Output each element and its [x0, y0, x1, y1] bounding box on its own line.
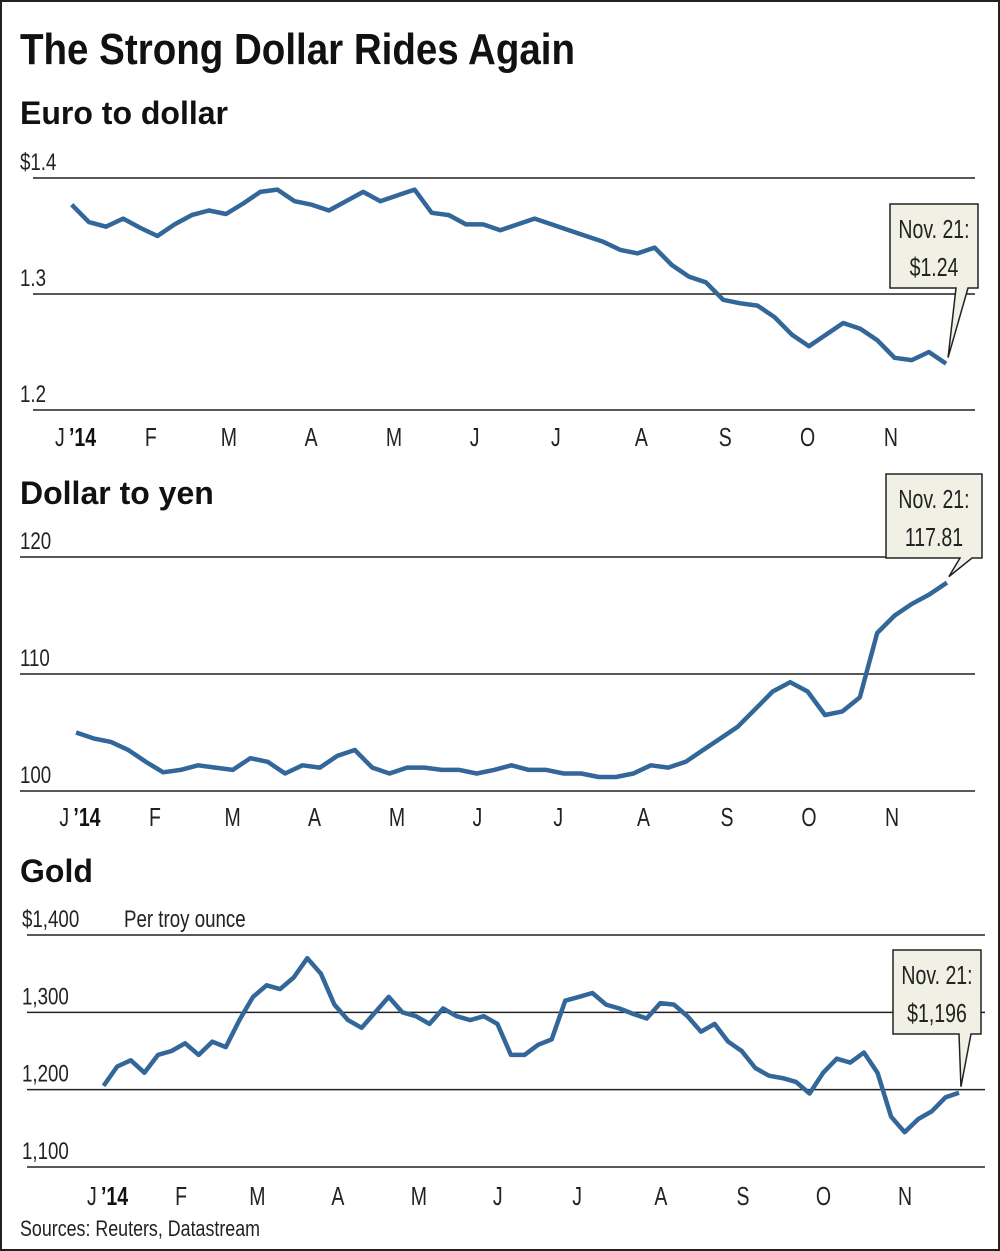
y-tick-label: $1,400: [22, 906, 79, 933]
callout-box: [892, 949, 982, 1087]
x-tick-label: N: [885, 802, 899, 831]
panel-title: Dollar to yen: [20, 475, 214, 511]
source-note: Sources: Reuters, Datastream: [20, 1216, 260, 1241]
x-tick-label: J: [551, 422, 561, 451]
y-tick-label: $1.4: [20, 149, 56, 176]
callout-box: [889, 203, 979, 358]
x-tick-label: M: [249, 1181, 265, 1210]
x-tick-label: A: [331, 1181, 345, 1210]
x-tick-label: F: [145, 422, 157, 451]
panel-title: Euro to dollar: [20, 95, 228, 131]
callout-date: Nov. 21:: [898, 214, 969, 243]
callout-value: 117.81: [905, 522, 963, 551]
callout-value: $1.24: [910, 252, 959, 281]
series-line: [101, 955, 960, 1135]
panel-subtitle: Per troy ounce: [124, 906, 246, 933]
x-tick-label: S: [736, 1181, 749, 1210]
x-tick-label: O: [816, 1181, 831, 1210]
callout-box: [885, 473, 983, 578]
x-tick-label: M: [386, 422, 402, 451]
x-tick-label: A: [635, 422, 649, 451]
x-tick-label: S: [719, 422, 732, 451]
panel-gold: Gold 1,100 1,200 1,300 $1,400 Per troy ounce J…: [20, 853, 985, 1211]
y-tick-label: 1,100: [22, 1138, 69, 1165]
series-line: [70, 187, 948, 366]
x-tick-label: S: [721, 802, 734, 831]
x-tick-label: J: [59, 802, 69, 831]
x-tick-label: N: [884, 422, 898, 451]
y-tick-label: 110: [20, 645, 50, 672]
x-tick-label: N: [898, 1181, 912, 1210]
main-title: The Strong Dollar Rides Again: [20, 25, 575, 74]
y-tick-label: 1,200: [22, 1060, 69, 1087]
y-tick-label: 100: [20, 762, 51, 789]
x-tick-label: A: [654, 1181, 668, 1210]
x-tick-label: O: [800, 422, 815, 451]
y-tick-label: 1.2: [20, 381, 46, 408]
y-tick-label: 1.3: [20, 265, 46, 292]
x-tick-label: F: [175, 1181, 187, 1210]
x-tick-label: J: [553, 802, 563, 831]
y-tick-label: 1,300: [22, 983, 69, 1010]
panel-title: Gold: [20, 853, 93, 889]
x-tick-label: F: [149, 802, 161, 831]
x-tick-label: M: [224, 802, 240, 831]
x-tick-label: J: [493, 1181, 503, 1210]
x-tick-label-year: ’14: [101, 1181, 128, 1210]
callout-value: $1,196: [907, 998, 967, 1027]
x-tick-label-year: ’14: [73, 802, 100, 831]
x-tick-label: M: [411, 1181, 427, 1210]
x-tick-label-year: ’14: [69, 422, 96, 451]
x-tick-label: J: [87, 1181, 97, 1210]
x-tick-label: J: [572, 1181, 582, 1210]
y-tick-label: 120: [20, 528, 51, 555]
x-tick-label: J: [55, 422, 65, 451]
x-tick-label: J: [472, 802, 482, 831]
x-tick-label: A: [637, 802, 651, 831]
x-tick-label: M: [389, 802, 405, 831]
x-tick-label: A: [308, 802, 322, 831]
x-tick-label: A: [305, 422, 319, 451]
x-tick-label: M: [221, 422, 237, 451]
x-tick-label: O: [801, 802, 816, 831]
x-tick-label: J: [470, 422, 480, 451]
callout-date: Nov. 21:: [898, 484, 969, 513]
callout-date: Nov. 21:: [901, 960, 972, 989]
